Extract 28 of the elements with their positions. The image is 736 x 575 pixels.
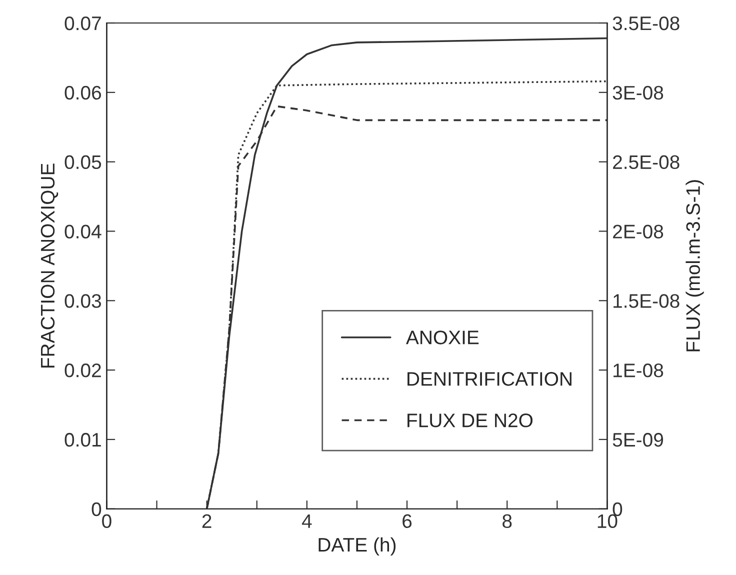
y2-tick-label: 2.5E-08 — [613, 155, 680, 170]
legend-label: FLUX DE N2O — [408, 414, 533, 428]
y-tick-label: 0.03 — [64, 294, 102, 308]
x-tick-label: 4 — [302, 514, 312, 528]
x-tick-label: 10 — [598, 514, 618, 528]
y2-tick-label: 3E-08 — [612, 86, 664, 100]
y2-tick-label: 3.5E-08 — [612, 16, 680, 30]
y2-tick-label: 2E-08 — [613, 224, 664, 238]
y-tick-label: 0.02 — [64, 364, 101, 378]
y-tick-label: 0.05 — [64, 155, 102, 170]
x-tick-label: 2 — [202, 514, 212, 528]
y-axis-title: FRACTION ANOXIQUE — [40, 164, 58, 368]
y2-axis-title: FLUX (mol.m-3.S-1) — [686, 180, 704, 352]
y2-tick-label: 1E-08 — [614, 364, 664, 378]
y2-tick-label: 0 — [612, 502, 622, 516]
x-tick-label: 6 — [402, 514, 412, 528]
legend-label: DENITRIFICATION — [408, 372, 572, 386]
y-tick-label: 0.01 — [64, 432, 101, 447]
legend-label: ANOXIE — [406, 330, 479, 344]
y-tick-label: 0.07 — [64, 16, 101, 30]
x-axis-title: DATE (h) — [318, 537, 396, 556]
y2-tick-label: 1.5E-08 — [614, 294, 680, 308]
y-tick-label: 0 — [92, 502, 102, 516]
x-tick-label: 8 — [502, 514, 512, 528]
y2-tick-label: 5E-09 — [612, 432, 664, 447]
y-tick-label: 0.04 — [64, 224, 102, 238]
y-tick-label: 0.06 — [64, 86, 102, 100]
x-tick-label: 0 — [102, 514, 112, 528]
